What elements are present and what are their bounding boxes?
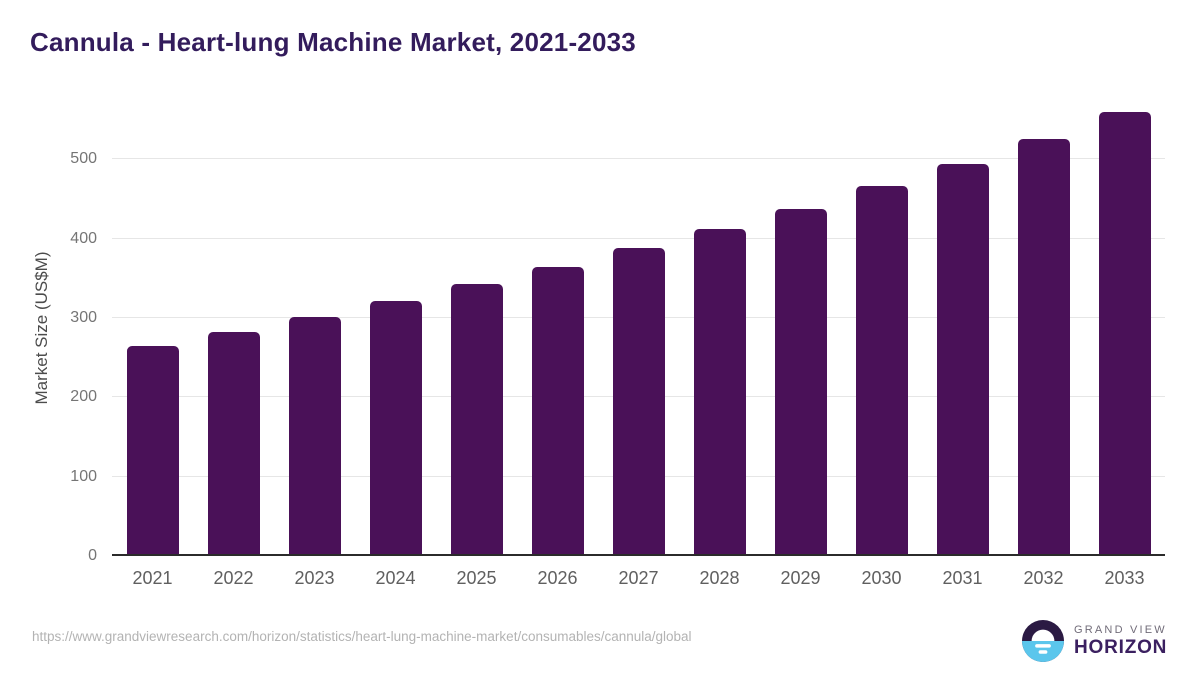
gridline xyxy=(112,237,1165,239)
source-url: https://www.grandviewresearch.com/horizo… xyxy=(32,629,692,644)
x-tick-label: 2029 xyxy=(780,568,821,588)
x-tick-label: 2032 xyxy=(1023,568,1064,588)
x-tick-label: 2027 xyxy=(618,568,659,588)
bar-2031 xyxy=(936,164,989,556)
bar-2027 xyxy=(612,248,665,556)
bar-2029 xyxy=(774,208,827,556)
x-axis-line xyxy=(112,554,1165,556)
bars-row xyxy=(112,100,1165,556)
bar-2032 xyxy=(1017,138,1070,556)
brand-text: GRAND VIEW HORIZON xyxy=(1074,624,1167,659)
y-axis-tick-labels: 0 100 200 300 400 500 xyxy=(0,100,97,564)
bar-2025 xyxy=(450,284,503,556)
bar-2022 xyxy=(207,331,260,556)
y-tick-label: 0 xyxy=(88,547,97,564)
brand-name-top: GRAND VIEW xyxy=(1074,623,1167,636)
bar-2033 xyxy=(1098,111,1151,556)
bar-slot xyxy=(355,100,436,556)
y-tick-label: 200 xyxy=(70,388,97,406)
bar-slot xyxy=(193,100,274,556)
brand-name-bottom: HORIZON xyxy=(1074,636,1168,658)
x-tick-label: 2028 xyxy=(699,568,740,588)
bar-slot xyxy=(760,100,841,556)
x-tick-label: 2033 xyxy=(1104,568,1145,588)
chart-title: Cannula - Heart-lung Machine Market, 202… xyxy=(30,27,636,57)
bar-slot xyxy=(841,100,922,556)
bar-slot xyxy=(436,100,517,556)
gridline xyxy=(112,158,1165,160)
bar-slot xyxy=(598,100,679,556)
bar-slot xyxy=(1003,100,1084,556)
plot-area xyxy=(112,100,1165,556)
bar-slot xyxy=(274,100,355,556)
y-tick-label: 400 xyxy=(70,229,97,247)
x-tick-label: 2031 xyxy=(942,568,983,588)
x-tick-label: 2023 xyxy=(294,568,335,588)
x-tick-label: 2026 xyxy=(537,568,578,588)
bar-2021 xyxy=(126,345,179,556)
y-tick-label: 100 xyxy=(70,467,97,485)
bar-2028 xyxy=(693,229,746,556)
horizon-sun-logo-icon xyxy=(1022,620,1064,662)
bar-slot xyxy=(922,100,1003,556)
bar-2030 xyxy=(855,186,908,556)
bar-slot xyxy=(112,100,193,556)
bar-2024 xyxy=(369,300,422,556)
bar-slot xyxy=(679,100,760,556)
bar-slot xyxy=(517,100,598,556)
y-tick-label: 500 xyxy=(70,150,97,168)
bar-2023 xyxy=(288,316,341,556)
x-tick-label: 2021 xyxy=(132,568,173,588)
bar-2026 xyxy=(531,267,584,556)
x-tick-label: 2024 xyxy=(375,568,416,588)
x-tick-label: 2022 xyxy=(213,568,254,588)
bar-slot xyxy=(1084,100,1165,556)
brand-logo: GRAND VIEW HORIZON xyxy=(1022,620,1167,662)
x-axis-tick-labels: 2021 2022 2023 2024 2025 2026 2027 2028 2029 2030… xyxy=(112,568,1165,589)
x-tick-label: 2030 xyxy=(861,568,902,588)
x-tick-label: 2025 xyxy=(456,568,497,588)
y-tick-label: 300 xyxy=(70,309,97,327)
